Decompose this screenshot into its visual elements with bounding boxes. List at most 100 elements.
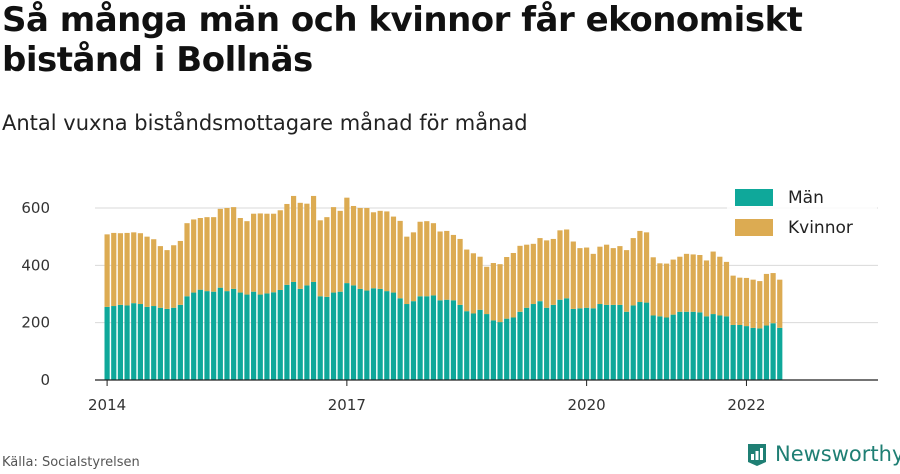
bar-man: [770, 323, 776, 380]
bar-kvinnor: [517, 245, 523, 312]
newsworthy-logo-icon: [748, 444, 766, 466]
legend-swatch: [735, 219, 773, 236]
bar-man: [450, 300, 457, 380]
bar-man: [584, 307, 590, 380]
bars: [104, 195, 783, 380]
bar-kvinnor: [623, 250, 630, 312]
bar-kvinnor: [330, 207, 337, 293]
bar-kvinnor: [504, 257, 510, 319]
bar-kvinnor: [310, 195, 317, 282]
bar-kvinnor: [217, 208, 223, 288]
bar-kvinnor: [197, 218, 203, 290]
axes: 0 200 400 600 2014 2017 2020 2022: [21, 199, 878, 414]
bar-kvinnor: [470, 253, 476, 314]
bar-man: [257, 294, 263, 380]
bar-kvinnor: [177, 240, 183, 305]
bar-man: [244, 294, 250, 380]
bar-kvinnor: [231, 207, 237, 289]
bar-kvinnor: [757, 281, 763, 329]
bar-kvinnor: [224, 207, 230, 292]
bar-kvinnor: [730, 275, 736, 325]
bar-kvinnor: [544, 240, 550, 308]
bar-man: [290, 281, 297, 380]
bar-kvinnor: [750, 279, 756, 328]
bar-man: [637, 302, 643, 380]
y-tick-label: 400: [21, 256, 50, 274]
bar-kvinnor: [657, 263, 663, 317]
chart-subtitle: Antal vuxna biståndsmottagare månad för …: [2, 111, 528, 135]
bar-man: [763, 325, 770, 380]
bar-kvinnor: [284, 203, 290, 285]
bar-man: [284, 284, 290, 380]
x-tick-label: 2022: [727, 396, 765, 414]
bar-kvinnor: [317, 220, 323, 297]
bar-man: [424, 296, 430, 380]
bar-man: [570, 308, 576, 380]
bar-kvinnor: [184, 223, 190, 297]
bar-kvinnor: [490, 263, 496, 321]
bar-kvinnor: [570, 241, 576, 309]
bar-man: [650, 315, 656, 380]
bar-man: [577, 308, 583, 380]
bar-man: [377, 288, 383, 380]
bar-kvinnor: [677, 256, 683, 312]
bar-kvinnor: [444, 230, 450, 300]
bar-man: [530, 304, 536, 380]
bar-kvinnor: [437, 231, 443, 301]
bar-kvinnor: [584, 247, 590, 308]
bar-man: [137, 304, 143, 380]
bar-kvinnor: [557, 230, 563, 300]
bar-man: [197, 289, 203, 380]
bar-kvinnor: [670, 259, 676, 315]
bar-kvinnor: [770, 273, 776, 324]
bar-man: [510, 317, 516, 380]
bar-man: [663, 317, 670, 380]
legend-label: Kvinnor: [788, 218, 853, 238]
bar-man: [251, 291, 257, 380]
bar-man: [191, 292, 197, 380]
bar-man: [544, 307, 550, 380]
bar-man: [604, 304, 610, 380]
bar-kvinnor: [204, 217, 210, 292]
bar-man: [430, 295, 437, 380]
bar-man: [390, 292, 397, 380]
bar-man: [344, 283, 350, 380]
bar-kvinnor: [404, 236, 410, 305]
bar-kvinnor: [350, 205, 357, 286]
x-tick-label: 2020: [568, 396, 606, 414]
bar-kvinnor: [271, 213, 277, 293]
bar-kvinnor: [397, 220, 403, 299]
bar-man: [657, 316, 663, 380]
bar-kvinnor: [550, 238, 556, 305]
bar-kvinnor: [290, 195, 297, 282]
bar-man: [157, 307, 163, 380]
brand-name: Newsworthy: [775, 442, 900, 466]
bar-kvinnor: [610, 248, 616, 305]
bar-man: [131, 303, 137, 380]
bar-man: [337, 291, 343, 380]
chart-title: Så många män och kvinnor får ekonomiskt …: [2, 0, 803, 80]
bar-kvinnor: [737, 277, 743, 325]
bar-man: [550, 304, 556, 380]
bar-kvinnor: [384, 211, 390, 292]
bar-man: [364, 290, 370, 380]
bar-man: [683, 311, 690, 380]
bar-man: [737, 324, 743, 380]
bar-kvinnor: [277, 210, 283, 290]
bar-kvinnor: [364, 207, 370, 291]
bar-kvinnor: [510, 252, 516, 318]
bar-kvinnor: [710, 251, 716, 315]
bar-kvinnor: [430, 223, 437, 296]
bar-kvinnor: [211, 217, 217, 292]
bar-kvinnor: [124, 232, 130, 306]
bar-man: [297, 288, 303, 380]
bar-man: [410, 301, 417, 380]
bar-kvinnor: [663, 263, 670, 318]
bar-man: [504, 318, 510, 380]
bar-kvinnor: [171, 245, 177, 308]
bar-kvinnor: [464, 249, 470, 312]
bar-man: [124, 305, 130, 380]
bar-man: [484, 314, 490, 380]
brand-logo: Newsworthy: [745, 442, 900, 466]
bar-man: [730, 324, 736, 380]
